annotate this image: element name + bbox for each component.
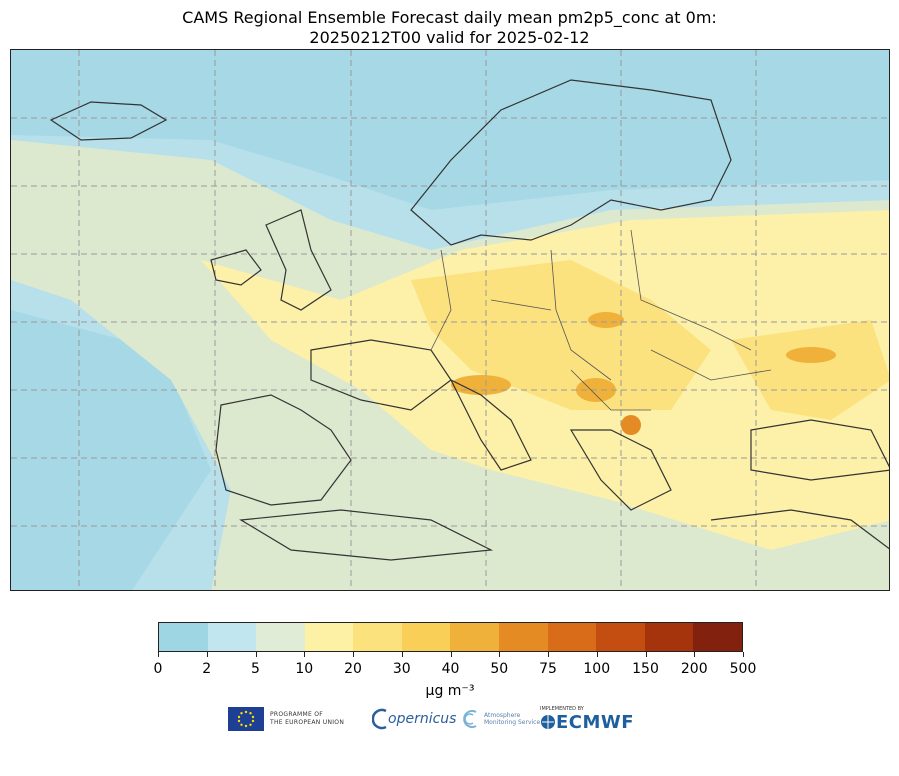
colorbar-segment bbox=[596, 623, 645, 651]
map-title-line1: CAMS Regional Ensemble Forecast daily me… bbox=[182, 8, 717, 27]
colorbar-segment bbox=[547, 623, 597, 651]
colorbar-tickmark bbox=[158, 652, 159, 657]
colorbar-unit: μg m⁻³ bbox=[425, 683, 475, 699]
colorbar-segment bbox=[499, 623, 548, 651]
colorbar-tickmark bbox=[743, 652, 744, 657]
colorbar-tick-label: 75 bbox=[539, 661, 557, 677]
colorbar-tickmark bbox=[596, 652, 598, 657]
colorbar-tickmark bbox=[548, 652, 549, 657]
eu-logo: PROGRAMME OF THE EUROPEAN UNION bbox=[228, 705, 344, 733]
colorbar-tick-label: 30 bbox=[392, 661, 411, 677]
ecmwf-text: ECMWF bbox=[556, 711, 635, 733]
colorbar-tickmark bbox=[401, 652, 403, 657]
copernicus-logo: opernicus bbox=[372, 705, 456, 733]
colorbar-tickmark bbox=[304, 652, 306, 657]
ecmwf-globe-icon bbox=[541, 715, 555, 729]
hotspot-poland bbox=[588, 312, 624, 328]
copernicus-c-icon bbox=[372, 708, 387, 730]
colorbar-segment bbox=[256, 623, 305, 651]
colorbar-segment bbox=[353, 623, 402, 651]
colorbar-tick-label: 10 bbox=[295, 661, 314, 677]
colorbar-tickmark bbox=[499, 652, 501, 657]
colorbar-tick-label: 150 bbox=[632, 661, 659, 677]
colorbar-tickmark bbox=[694, 652, 696, 657]
colorbar-tick-label: 2 bbox=[202, 661, 212, 677]
colorbar-tick-label: 20 bbox=[344, 661, 362, 677]
map-gridlines bbox=[11, 50, 889, 590]
colorbar-tick-label: 50 bbox=[490, 661, 509, 677]
yellow-core-east bbox=[731, 320, 889, 420]
colorbar-segment bbox=[304, 623, 354, 651]
colorbar-segment bbox=[450, 623, 500, 651]
colorbar-tick-label: 200 bbox=[680, 661, 708, 677]
cams-swirl-icon bbox=[463, 710, 477, 728]
ecmwf-small-text: IMPLEMENTED BY bbox=[540, 705, 584, 712]
colorbar-segment bbox=[644, 623, 694, 651]
eu-flag-icon bbox=[228, 707, 264, 731]
eu-text-line2: THE EUROPEAN UNION bbox=[270, 719, 345, 726]
cams-text-line2: Monitoring Service bbox=[484, 719, 541, 726]
colorbar bbox=[158, 622, 743, 652]
coastlines bbox=[49, 79, 889, 561]
colorbar-tick-label: 0 bbox=[153, 661, 163, 677]
country-borders bbox=[430, 229, 772, 411]
colorbar-segment bbox=[401, 623, 451, 651]
colorbar-segment bbox=[693, 623, 742, 651]
cams-logo: Atmosphere Monitoring Service bbox=[460, 705, 540, 733]
colorbar-segment bbox=[207, 623, 257, 651]
colorbar-segment bbox=[159, 623, 208, 651]
colorbar-tick-label: 5 bbox=[251, 661, 260, 677]
hotspot-ukraine bbox=[786, 347, 836, 363]
cams-text-line1: Atmosphere bbox=[484, 712, 521, 719]
colorbar-tickmark bbox=[353, 652, 354, 657]
colorbar-tick-label: 100 bbox=[583, 661, 611, 677]
colorbar-tickmark bbox=[645, 652, 647, 657]
map-title-line2: 20250212T00 valid for 2025-02-12 bbox=[309, 28, 590, 47]
hotspot-kosovo bbox=[621, 415, 641, 435]
low-region-atlantic bbox=[11, 310, 211, 590]
copernicus-text: opernicus bbox=[388, 711, 457, 727]
forecast-map bbox=[10, 49, 890, 591]
ecmwf-logo: IMPLEMENTED BY ECMWF bbox=[540, 705, 634, 733]
colorbar-tick-label: 500 bbox=[729, 661, 757, 677]
colorbar-tickmark bbox=[206, 652, 208, 657]
low-region-west bbox=[11, 50, 889, 210]
eu-text-line1: PROGRAMME OF bbox=[270, 711, 324, 718]
colorbar-tickmark bbox=[450, 652, 452, 657]
colorbar-tick-label: 40 bbox=[441, 661, 460, 677]
colorbar-tickmark bbox=[255, 652, 257, 657]
